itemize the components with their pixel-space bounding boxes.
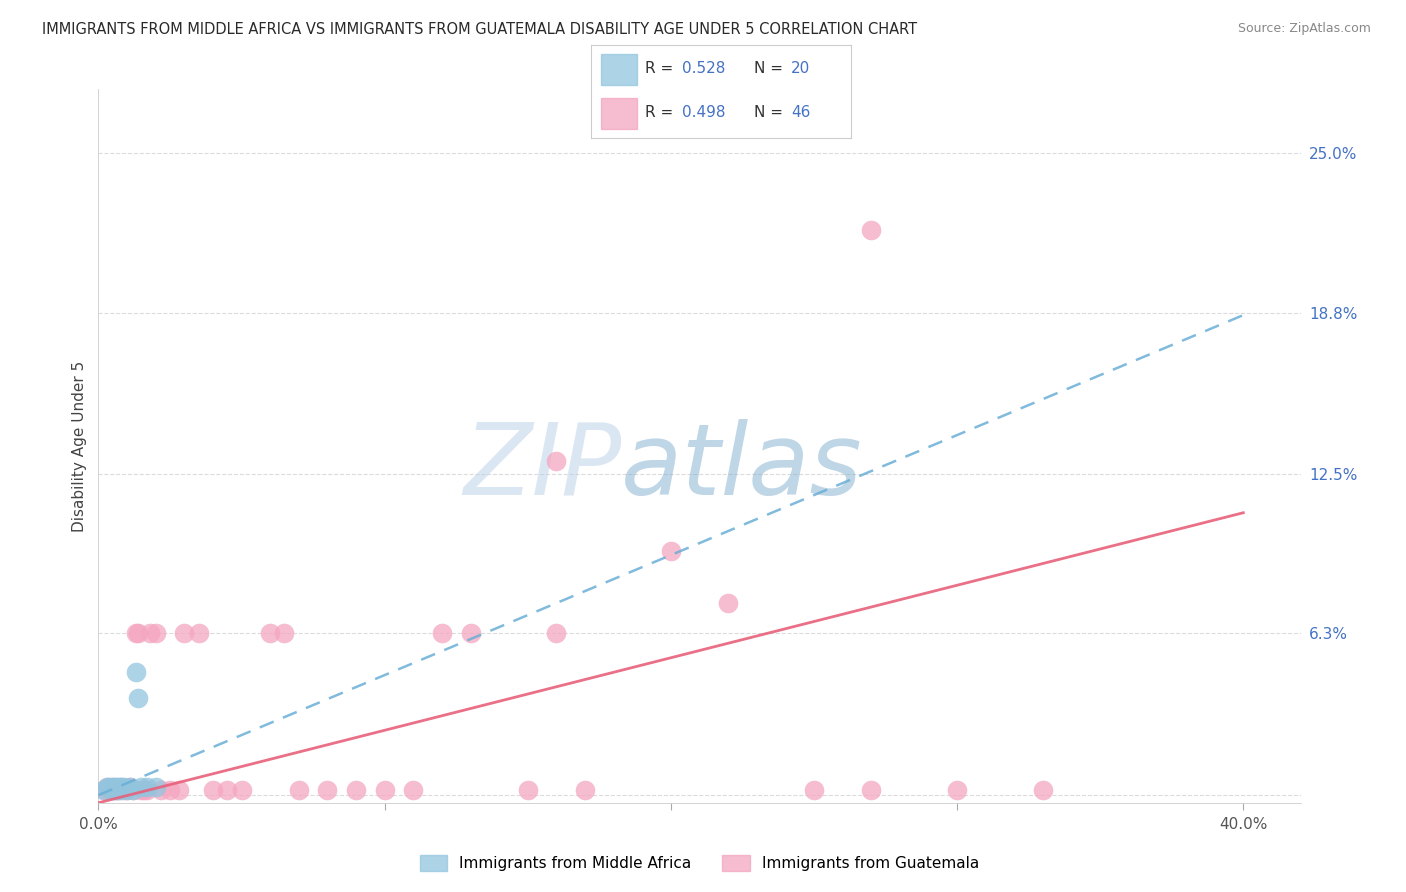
Bar [600,54,637,85]
Point [136,780,159,795]
Point [124,626,146,640]
Point [128,690,150,705]
Point [131,780,153,795]
Point [112,783,135,797]
Point [121,783,143,797]
Point [1032,783,1054,797]
Text: 46: 46 [790,105,810,120]
Point [217,783,239,797]
Point [344,783,367,797]
Point [101,783,124,797]
Point [546,454,568,468]
Text: IMMIGRANTS FROM MIDDLE AFRICA VS IMMIGRANTS FROM GUATEMALA DISABILITY AGE UNDER : IMMIGRANTS FROM MIDDLE AFRICA VS IMMIGRA… [42,22,917,37]
Point [546,626,568,640]
Point [124,665,146,679]
Text: ZIP: ZIP [463,419,621,516]
Point [187,626,209,640]
Point [93,783,115,797]
Point [574,783,596,797]
Point [259,626,281,640]
Bar [600,98,637,129]
Point [201,783,224,797]
Point [145,780,167,795]
Point [104,783,127,797]
Point [374,783,396,797]
Text: 0.528: 0.528 [682,62,725,77]
Point [131,783,153,797]
Text: N =: N = [755,105,789,120]
Point [115,783,138,797]
Point [121,783,143,797]
Point [516,783,538,797]
Point [803,783,825,797]
Legend: Immigrants from Middle Africa, Immigrants from Guatemala: Immigrants from Middle Africa, Immigrant… [413,849,986,877]
Point [107,783,129,797]
Point [659,544,682,558]
Point [93,783,115,797]
Point [110,783,132,797]
Point [231,783,253,797]
Y-axis label: Disability Age Under 5: Disability Age Under 5 [72,360,87,532]
Point [96,780,118,795]
Point [101,780,124,795]
Point [104,780,127,795]
Point [139,626,162,640]
Point [104,783,127,797]
Point [430,626,453,640]
Point [128,626,150,640]
Text: N =: N = [755,62,789,77]
Point [96,780,118,795]
Point [717,596,740,610]
Point [288,783,311,797]
Text: R =: R = [645,62,678,77]
Point [273,626,295,640]
Point [118,780,141,795]
Text: 20: 20 [790,62,810,77]
Text: atlas: atlas [621,419,863,516]
Point [98,783,121,797]
Point [136,783,159,797]
Point [110,780,132,795]
Text: Source: ZipAtlas.com: Source: ZipAtlas.com [1237,22,1371,36]
Point [115,783,138,797]
Point [860,783,883,797]
Point [173,626,195,640]
Point [167,783,190,797]
Point [402,783,425,797]
Point [118,780,141,795]
Point [112,780,135,795]
Text: 0.498: 0.498 [682,105,725,120]
Point [150,783,173,797]
Point [460,626,482,640]
Point [101,780,124,795]
Point [107,783,129,797]
Text: R =: R = [645,105,678,120]
Point [860,223,883,237]
Point [145,626,167,640]
Point [98,780,121,795]
Point [110,780,132,795]
Point [946,783,969,797]
Point [107,780,129,795]
Point [134,783,156,797]
Point [159,783,181,797]
Point [316,783,339,797]
